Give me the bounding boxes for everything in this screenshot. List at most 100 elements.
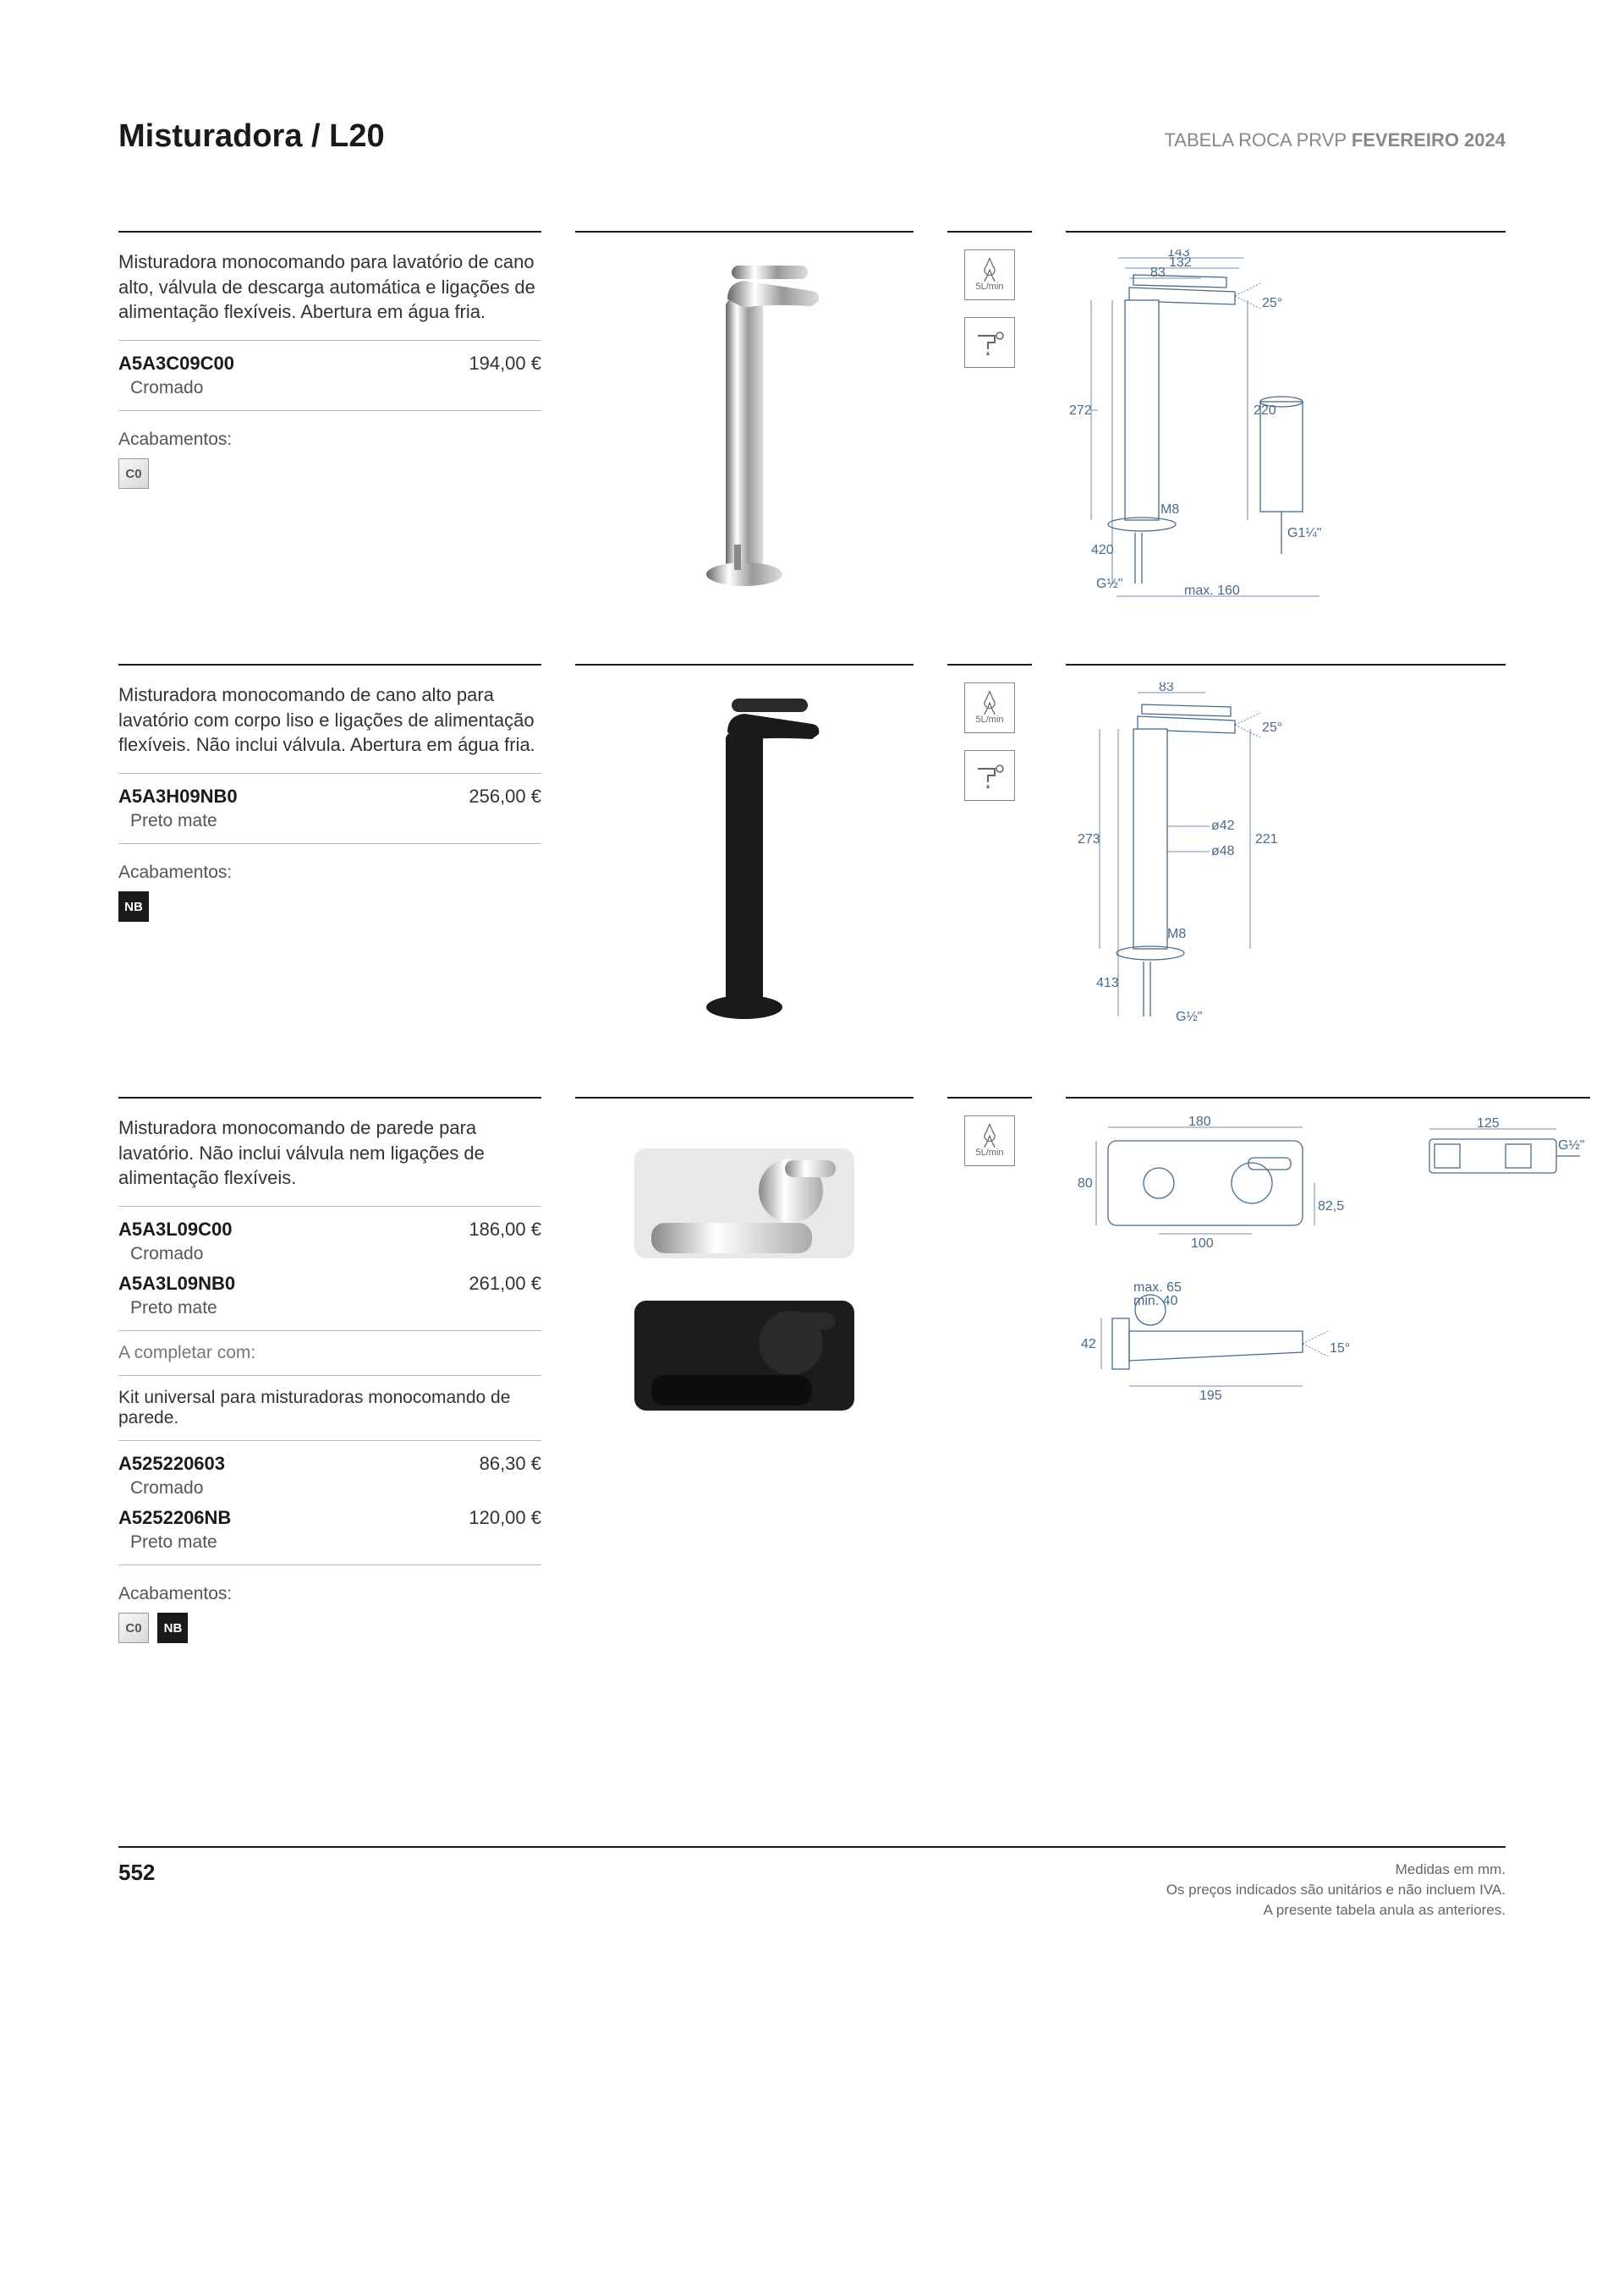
header-prefix: TABELA ROCA PRVP <box>1164 129 1351 151</box>
footer-note: A presente tabela anula as anteriores. <box>1166 1900 1506 1921</box>
flow-label: 5L/min <box>975 715 1003 725</box>
page-header: Misturadora / L20 TABELA ROCA PRVP FEVER… <box>118 118 1506 155</box>
price: 194,00 € <box>469 353 541 375</box>
dim: 180 <box>1188 1115 1211 1129</box>
swatch-matte-black: NB <box>157 1613 188 1643</box>
price: 186,00 € <box>469 1219 541 1241</box>
divider <box>118 1097 541 1099</box>
product-image <box>575 231 914 603</box>
dim: 25° <box>1262 296 1282 310</box>
product-image <box>575 1097 914 1452</box>
dim: 221 <box>1255 832 1278 847</box>
dim: max. 160 <box>1184 584 1240 598</box>
sku: A5252206NB <box>118 1507 231 1529</box>
header-right: TABELA ROCA PRVP FEVEREIRO 2024 <box>1164 129 1506 151</box>
footer-divider <box>118 1846 1506 1848</box>
price: 256,00 € <box>469 786 541 808</box>
divider <box>118 410 541 411</box>
dim: 83 <box>1159 682 1174 694</box>
flow-icon: 5L/min <box>964 682 1015 733</box>
divider <box>118 1330 541 1331</box>
dim: 220 <box>1254 403 1276 418</box>
finish-label: Cromado <box>130 1244 541 1264</box>
divider <box>118 1206 541 1207</box>
dim: M8 <box>1160 502 1179 517</box>
sku-row: A5252206NB 120,00 € <box>118 1507 541 1529</box>
header-date: FEVEREIRO 2024 <box>1352 129 1506 151</box>
dim: 420 <box>1091 543 1114 557</box>
finish-label: Cromado <box>130 1478 541 1499</box>
info-column: Misturadora monocomando de cano alto par… <box>118 664 541 1038</box>
sku-row: A5A3H09NB0 256,00 € <box>118 786 541 808</box>
product-image <box>575 664 914 1036</box>
price: 86,30 € <box>480 1453 541 1475</box>
complete-label: A completar com: <box>118 1343 541 1363</box>
product-description: Misturadora monocomando de cano alto par… <box>118 682 541 758</box>
dim: G½" <box>1558 1138 1584 1153</box>
dim: ø48 <box>1211 844 1235 858</box>
swatch-chrome: C0 <box>118 458 149 489</box>
sku: A5A3L09C00 <box>118 1219 233 1241</box>
footer-note: Os preços indicados são unitários e não … <box>1166 1880 1506 1900</box>
sku: A5A3H09NB0 <box>118 786 238 808</box>
faucet-chrome-icon <box>660 257 829 595</box>
divider <box>118 1564 541 1565</box>
dim: 100 <box>1191 1236 1214 1251</box>
divider <box>118 231 541 233</box>
divider <box>118 773 541 774</box>
image-column <box>575 1097 914 1643</box>
finishes-heading: Acabamentos: <box>118 863 541 883</box>
dim: 272 <box>1069 403 1092 418</box>
dim: G½" <box>1176 1010 1202 1024</box>
dim: max. 65 <box>1133 1280 1182 1295</box>
finish-label: Preto mate <box>130 1298 541 1318</box>
page-title: Misturadora / L20 <box>118 118 385 155</box>
dim: M8 <box>1167 927 1186 941</box>
price: 261,00 € <box>469 1273 541 1295</box>
technical-drawing: 143 132 83 25° 272 220 M8 420 G1¼" G½" m… <box>1066 249 1421 605</box>
faucet-black-icon <box>660 690 829 1028</box>
finishes-heading: Acabamentos: <box>118 1584 541 1604</box>
dim: min. 40 <box>1133 1294 1178 1308</box>
drawing-column: 83 25° 273 221 ø42 ø48 M8 413 G½" <box>1066 664 1506 1038</box>
technical-drawing: 83 25° 273 221 ø42 ø48 M8 413 G½" <box>1066 682 1387 1038</box>
icons-column: 5L/min <box>947 664 1032 1038</box>
sku: A525220603 <box>118 1453 225 1475</box>
finish-label: Cromado <box>130 378 541 398</box>
product-row: Misturadora monocomando de parede para l… <box>118 1071 1506 1643</box>
dim: 195 <box>1199 1389 1222 1403</box>
price: 120,00 € <box>469 1507 541 1529</box>
divider <box>118 340 541 341</box>
divider <box>118 1440 541 1441</box>
sku-row: A5A3C09C00 194,00 € <box>118 353 541 375</box>
dim: G½" <box>1096 577 1122 591</box>
page-number: 552 <box>118 1860 155 1886</box>
icons-column: 5L/min <box>947 1097 1032 1643</box>
divider <box>118 843 541 844</box>
swatch-chrome: C0 <box>118 1613 149 1643</box>
divider <box>118 1375 541 1376</box>
sku-row: A5A3L09C00 186,00 € <box>118 1219 541 1241</box>
drawing-column: 180 80 82,5 100 125 G½" max. 65 min. 40 … <box>1066 1097 1590 1643</box>
finish-label: Preto mate <box>130 811 541 831</box>
dim: G1¼" <box>1287 526 1321 540</box>
product-row: Misturadora monocomando para lavatório d… <box>118 205 1506 605</box>
dim: 25° <box>1262 721 1282 735</box>
flow-label: 5L/min <box>975 1148 1003 1158</box>
sku-row: A5A3L09NB0 261,00 € <box>118 1273 541 1295</box>
cold-start-icon <box>964 750 1015 801</box>
finish-label: Preto mate <box>130 1532 541 1553</box>
complete-desc: Kit universal para misturadoras monocoma… <box>118 1388 541 1428</box>
swatch-matte-black: NB <box>118 891 149 922</box>
dim: 125 <box>1477 1116 1500 1131</box>
info-column: Misturadora monocomando para lavatório d… <box>118 231 541 605</box>
flow-icon: 5L/min <box>964 249 1015 300</box>
footer-note: Medidas em mm. <box>1166 1860 1506 1880</box>
dim: ø42 <box>1211 819 1235 833</box>
sku: A5A3C09C00 <box>118 353 234 375</box>
dim: 82,5 <box>1318 1199 1344 1214</box>
cold-start-icon <box>964 317 1015 368</box>
technical-drawing: 180 80 82,5 100 125 G½" max. 65 min. 40 … <box>1066 1115 1590 1437</box>
icons-column: 5L/min <box>947 231 1032 605</box>
product-row: Misturadora monocomando de cano alto par… <box>118 638 1506 1038</box>
